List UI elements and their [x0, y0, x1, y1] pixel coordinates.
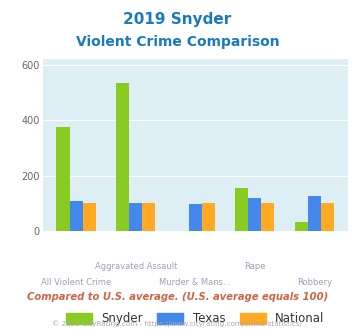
Legend: Snyder, Texas, National: Snyder, Texas, National — [66, 313, 324, 325]
Bar — [308, 196, 321, 231]
Bar — [202, 203, 215, 231]
Bar — [295, 222, 308, 231]
Text: Murder & Mans...: Murder & Mans... — [159, 278, 231, 287]
Text: Violent Crime Comparison: Violent Crime Comparison — [76, 35, 279, 49]
Text: All Violent Crime: All Violent Crime — [41, 278, 111, 287]
Bar — [70, 201, 83, 231]
Bar — [56, 127, 70, 231]
Bar — [261, 203, 274, 231]
Bar — [142, 203, 155, 231]
Bar — [116, 83, 129, 231]
Bar — [83, 203, 96, 231]
Text: © 2025 CityRating.com - https://www.cityrating.com/crime-statistics/: © 2025 CityRating.com - https://www.city… — [53, 321, 302, 327]
Bar — [321, 203, 334, 231]
Bar — [189, 204, 202, 231]
Text: Rape: Rape — [244, 262, 266, 271]
Text: 2019 Snyder: 2019 Snyder — [124, 12, 231, 26]
Text: Compared to U.S. average. (U.S. average equals 100): Compared to U.S. average. (U.S. average … — [27, 292, 328, 302]
Bar — [129, 203, 142, 231]
Bar — [248, 198, 261, 231]
Text: Aggravated Assault: Aggravated Assault — [94, 262, 177, 271]
Bar — [235, 188, 248, 231]
Text: Robbery: Robbery — [297, 278, 332, 287]
